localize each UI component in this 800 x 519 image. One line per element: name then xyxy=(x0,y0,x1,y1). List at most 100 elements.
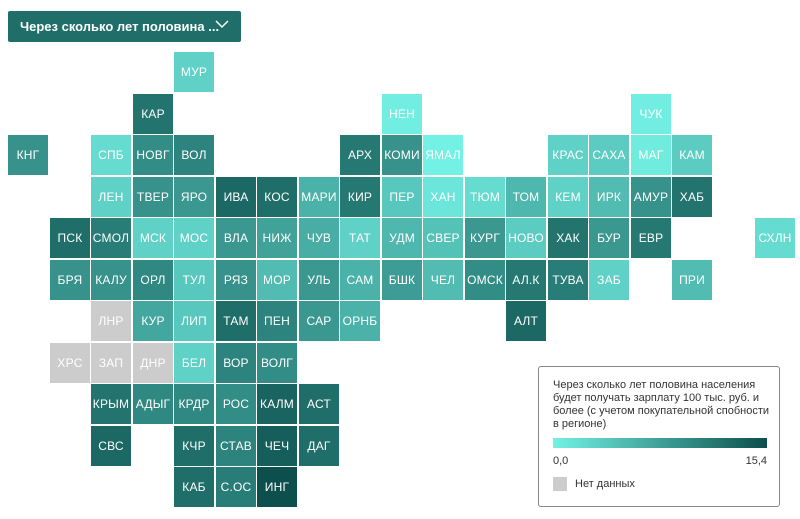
region-tile-ВОЛ[interactable]: ВОЛ xyxy=(174,135,214,175)
region-tile-УЛЬ[interactable]: УЛЬ xyxy=(299,260,339,300)
region-tile-ТАТ[interactable]: ТАТ xyxy=(340,218,380,258)
region-tile-ХАК[interactable]: ХАК xyxy=(548,218,588,258)
region-tile-МОС[interactable]: МОС xyxy=(174,218,214,258)
region-tile-ТЮМ[interactable]: ТЮМ xyxy=(465,177,505,217)
region-tile-БРЯ[interactable]: БРЯ xyxy=(50,260,90,300)
region-tile-СВС[interactable]: СВС xyxy=(91,426,131,466)
region-tile-КУР[interactable]: КУР xyxy=(133,301,173,341)
region-tile-АМУР[interactable]: АМУР xyxy=(631,177,671,217)
region-tile-ИРК[interactable]: ИРК xyxy=(589,177,629,217)
region-tile-МАРИ[interactable]: МАРИ xyxy=(299,177,339,217)
region-tile-ВОР[interactable]: ВОР xyxy=(216,343,256,383)
region-tile-ЛНР[interactable]: ЛНР xyxy=(91,301,131,341)
region-tile-ТАМ[interactable]: ТАМ xyxy=(216,301,256,341)
region-tile-ИВА[interactable]: ИВА xyxy=(216,177,256,217)
region-tile-КАЛМ[interactable]: КАЛМ xyxy=(257,384,297,424)
region-tile-САР[interactable]: САР xyxy=(299,301,339,341)
region-tile-НЕН[interactable]: НЕН xyxy=(382,94,422,134)
legend-min-label: 0,0 xyxy=(553,455,569,467)
region-tile-ВЛА[interactable]: ВЛА xyxy=(216,218,256,258)
region-tile-КОМИ[interactable]: КОМИ xyxy=(382,135,422,175)
region-tile-ПЕР[interactable]: ПЕР xyxy=(382,177,422,217)
region-tile-ЛИП[interactable]: ЛИП xyxy=(174,301,214,341)
region-tile-БШК[interactable]: БШК xyxy=(382,260,422,300)
region-tile-НИЖ[interactable]: НИЖ xyxy=(257,218,297,258)
region-tile-ЧУВ[interactable]: ЧУВ xyxy=(299,218,339,258)
region-tile-ОРЛ[interactable]: ОРЛ xyxy=(133,260,173,300)
indicator-dropdown[interactable]: Через сколько лет половина ... xyxy=(8,11,241,42)
region-tile-КРДР[interactable]: КРДР xyxy=(174,384,214,424)
region-tile-НОВО[interactable]: НОВО xyxy=(506,218,546,258)
region-tile-ЗАП[interactable]: ЗАП xyxy=(91,343,131,383)
region-tile-С.ОС[interactable]: С.ОС xyxy=(216,467,256,507)
region-tile-ХАН[interactable]: ХАН xyxy=(423,177,463,217)
region-tile-БУР[interactable]: БУР xyxy=(589,218,629,258)
region-tile-МОР[interactable]: МОР xyxy=(257,260,297,300)
region-tile-ДАГ[interactable]: ДАГ xyxy=(299,426,339,466)
region-tile-САМ[interactable]: САМ xyxy=(340,260,380,300)
region-tile-РЯЗ[interactable]: РЯЗ xyxy=(216,260,256,300)
region-tile-ЧУК[interactable]: ЧУК xyxy=(631,94,671,134)
region-tile-НОВГ[interactable]: НОВГ xyxy=(133,135,173,175)
legend-color-scale xyxy=(553,438,767,448)
region-tile-КЕМ[interactable]: КЕМ xyxy=(548,177,588,217)
region-tile-ВОЛГ[interactable]: ВОЛГ xyxy=(257,343,297,383)
legend-max-label: 15,4 xyxy=(745,455,767,467)
region-tile-КРАС[interactable]: КРАС xyxy=(548,135,588,175)
region-tile-ТВЕР[interactable]: ТВЕР xyxy=(133,177,173,217)
region-tile-КРЫМ[interactable]: КРЫМ xyxy=(91,384,131,424)
region-tile-ХАБ[interactable]: ХАБ xyxy=(672,177,712,217)
region-tile-ЛЕН[interactable]: ЛЕН xyxy=(91,177,131,217)
region-tile-АДЫГ[interactable]: АДЫГ xyxy=(133,384,173,424)
region-tile-ЕВР[interactable]: ЕВР xyxy=(631,218,671,258)
chevron-down-icon xyxy=(215,20,229,29)
region-tile-КОС[interactable]: КОС xyxy=(257,177,297,217)
region-tile-АЛТ[interactable]: АЛТ xyxy=(506,301,546,341)
region-tile-КУРГ[interactable]: КУРГ xyxy=(465,218,505,258)
region-tile-УДМ[interactable]: УДМ xyxy=(382,218,422,258)
region-tile-ПСК[interactable]: ПСК xyxy=(50,218,90,258)
region-tile-АРХ[interactable]: АРХ xyxy=(340,135,380,175)
legend: Через сколько лет половина населения буд… xyxy=(538,366,780,507)
region-tile-ОМСК[interactable]: ОМСК xyxy=(465,260,505,300)
region-tile-АЛ.К[interactable]: АЛ.К xyxy=(506,260,546,300)
region-tile-КИР[interactable]: КИР xyxy=(340,177,380,217)
region-tile-КАБ[interactable]: КАБ xyxy=(174,467,214,507)
region-tile-ЗАБ[interactable]: ЗАБ xyxy=(589,260,629,300)
region-tile-СМОЛ[interactable]: СМОЛ xyxy=(91,218,131,258)
region-tile-ЧЕЛ[interactable]: ЧЕЛ xyxy=(423,260,463,300)
region-tile-СТАВ[interactable]: СТАВ xyxy=(216,426,256,466)
region-tile-ТУЛ[interactable]: ТУЛ xyxy=(174,260,214,300)
region-tile-ОРНБ[interactable]: ОРНБ xyxy=(340,301,380,341)
region-tile-КАМ[interactable]: КАМ xyxy=(672,135,712,175)
region-tile-МСК[interactable]: МСК xyxy=(133,218,173,258)
region-tile-ЯРО[interactable]: ЯРО xyxy=(174,177,214,217)
region-tile-ЧЕЧ[interactable]: ЧЕЧ xyxy=(257,426,297,466)
region-tile-ХРС[interactable]: ХРС xyxy=(50,343,90,383)
region-tile-МУР[interactable]: МУР xyxy=(174,52,214,92)
region-tile-СХЛН[interactable]: СХЛН xyxy=(755,218,795,258)
no-data-swatch xyxy=(553,477,567,491)
region-tile-ТОМ[interactable]: ТОМ xyxy=(506,177,546,217)
region-tile-САХА[interactable]: САХА xyxy=(589,135,629,175)
region-tile-КАР[interactable]: КАР xyxy=(133,94,173,134)
dropdown-label: Через сколько лет половина ... xyxy=(20,19,220,34)
region-tile-МАГ[interactable]: МАГ xyxy=(631,135,671,175)
region-tile-ЯМАЛ[interactable]: ЯМАЛ xyxy=(423,135,463,175)
region-tile-АСТ[interactable]: АСТ xyxy=(299,384,339,424)
region-tile-ДНР[interactable]: ДНР xyxy=(133,343,173,383)
region-tile-ИНГ[interactable]: ИНГ xyxy=(257,467,297,507)
region-tile-БЕЛ[interactable]: БЕЛ xyxy=(174,343,214,383)
region-tile-КНГ[interactable]: КНГ xyxy=(8,135,48,175)
legend-title: Через сколько лет половина населения буд… xyxy=(553,379,770,430)
region-tile-ПЕН[interactable]: ПЕН xyxy=(257,301,297,341)
region-tile-КАЛУ[interactable]: КАЛУ xyxy=(91,260,131,300)
region-tile-РОС[interactable]: РОС xyxy=(216,384,256,424)
region-tile-СВЕР[interactable]: СВЕР xyxy=(423,218,463,258)
region-tile-КЧР[interactable]: КЧР xyxy=(174,426,214,466)
region-tile-ПРИ[interactable]: ПРИ xyxy=(672,260,712,300)
region-tile-ТУВА[interactable]: ТУВА xyxy=(548,260,588,300)
region-tile-СПБ[interactable]: СПБ xyxy=(91,135,131,175)
no-data-label: Нет данных xyxy=(575,478,635,490)
